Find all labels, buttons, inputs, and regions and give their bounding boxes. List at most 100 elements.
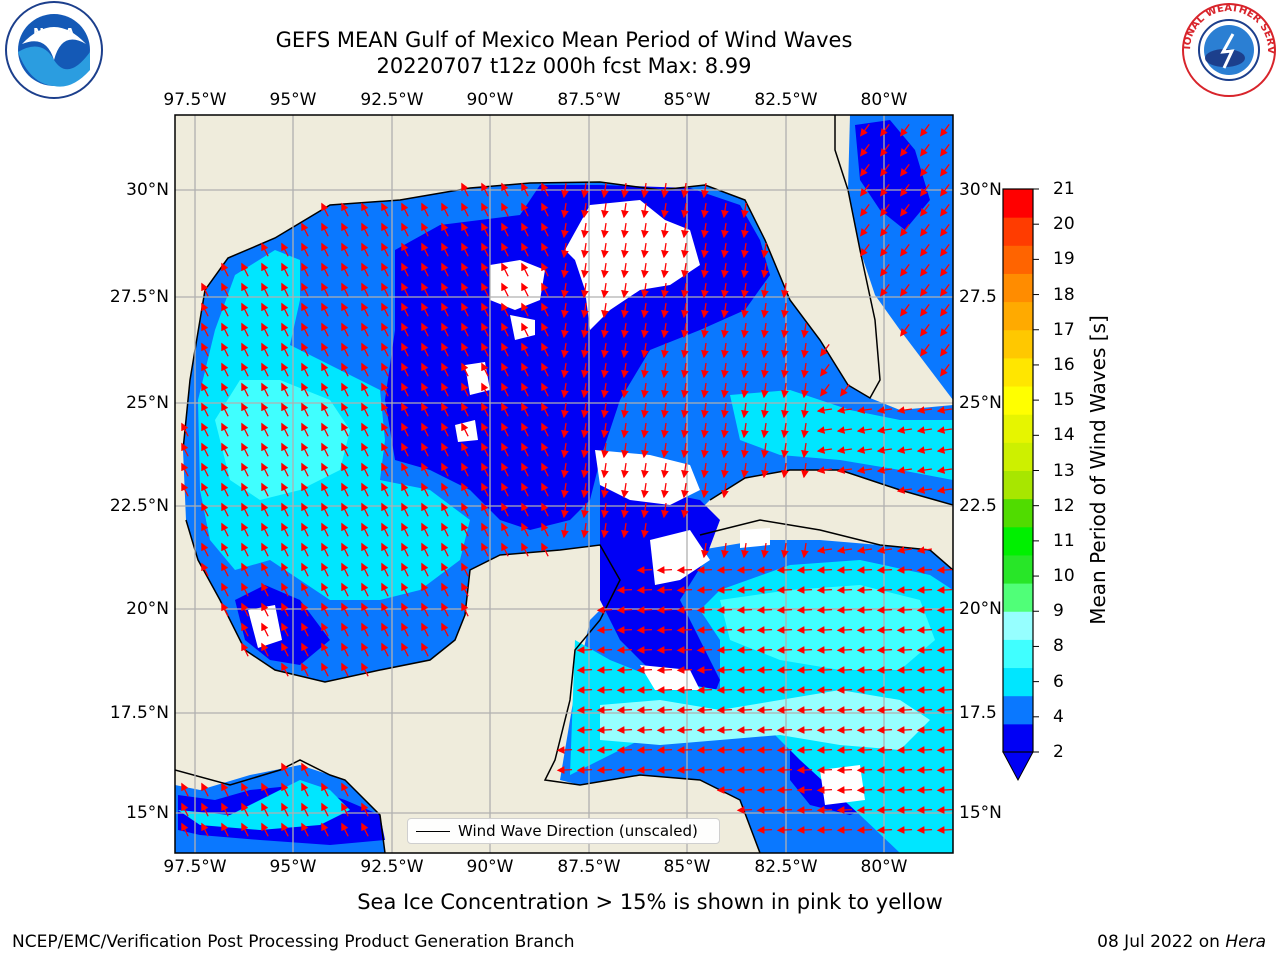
wind-wave-arrow [936,766,953,774]
wind-wave-arrow [920,344,930,357]
wind-wave-arrow [421,642,429,657]
wind-wave-arrow [381,422,389,437]
wind-wave-arrow [381,362,389,377]
wind-wave-arrow [916,566,933,574]
wind-wave-arrow [501,542,509,557]
wind-wave-arrow [900,324,910,337]
lon-label-bottom: 95°W [269,857,317,877]
wind-wave-arrow [681,422,689,439]
wind-wave-arrow [756,706,773,714]
wind-wave-arrows [181,124,953,837]
wind-wave-arrow [761,242,769,259]
wind-wave-arrow [341,382,349,397]
wind-wave-arrow [880,144,890,157]
wind-wave-arrow [221,402,229,417]
wind-wave-arrow [501,182,509,197]
wind-wave-arrow [221,482,229,497]
wind-wave-arrow [776,706,793,714]
wind-wave-arrow [776,646,793,654]
wind-wave-arrow [696,606,713,614]
wind-wave-arrow [481,442,489,457]
wind-wave-arrow [761,422,769,439]
wind-wave-arrow [521,262,529,277]
wind-wave-arrow [856,786,873,794]
wind-wave-arrow [756,786,773,794]
wind-wave-arrow [281,782,289,797]
wind-wave-arrow [636,686,653,694]
wind-wave-arrow [641,242,649,259]
wind-wave-arrow [401,382,409,397]
wind-wave-arrow [321,522,329,537]
wind-wave-arrow [421,202,429,217]
wind-wave-arrow [361,602,369,617]
wind-wave-arrow [916,746,933,754]
wind-wave-arrow [261,782,269,797]
wind-wave-arrow [581,482,589,499]
wind-wave-arrow [781,402,789,419]
wind-wave-arrow [641,342,649,359]
wind-wave-arrow [701,182,709,199]
wind-wave-arrow [616,746,633,754]
wind-wave-arrow [561,422,569,439]
wind-wave-arrow [521,482,529,497]
colorbar-tick-label: 15 [1053,390,1075,411]
wind-wave-arrow [636,726,653,734]
wind-wave-arrow [801,362,809,379]
wind-wave-arrow [521,442,529,457]
wind-wave-arrow [461,422,469,437]
wind-wave-arrow [721,462,729,479]
wind-wave-arrow [361,522,369,537]
wind-wave-arrow [361,622,369,637]
wind-wave-arrow [261,542,269,557]
wind-wave-arrow [636,626,653,634]
wind-wave-arrow [321,642,329,657]
wind-wave-arrow [201,422,209,437]
wind-wave-arrow [281,422,289,437]
wind-wave-arrow [541,542,549,557]
wind-wave-arrow [361,462,369,477]
wind-wave-arrow [281,762,289,777]
wind-wave-arrow [896,826,913,834]
wind-wave-arrow [820,344,830,357]
wind-wave-arrow [561,362,569,379]
wind-wave-arrow [856,806,873,814]
wind-wave-arrow [856,746,873,754]
wind-wave-arrow [441,542,449,557]
wind-wave-arrow [581,222,589,239]
wind-wave-arrow [596,746,613,754]
wind-wave-arrow [481,182,489,197]
wind-wave-arrow [736,586,753,594]
wind-wave-arrow [721,422,729,439]
wind-wave-arrow [341,822,349,837]
wind-wave-arrow [916,646,933,654]
wind-wave-arrow [836,746,853,754]
wind-wave-arrow [661,442,669,459]
lon-label-top: 95°W [269,90,317,110]
wind-wave-arrow [876,606,893,614]
wind-wave-arrow [576,706,593,714]
colorbar-tick-label: 8 [1053,636,1064,657]
wind-wave-arrow [481,262,489,277]
wind-wave-arrow [661,342,669,359]
wind-wave-arrow [761,282,769,299]
wind-wave-arrow [836,686,853,694]
wind-wave-arrow [721,482,729,499]
wind-wave-arrow [441,262,449,277]
wind-wave-arrow [836,546,853,554]
wind-wave-arrow [900,224,910,237]
wind-wave-arrow [736,646,753,654]
wind-wave-arrow [940,184,950,197]
wind-wave-arrow [920,264,930,277]
wind-wave-arrow [541,342,549,357]
wind-wave-arrow [261,382,269,397]
wind-wave-arrow [521,182,529,197]
wind-wave-arrow [241,522,249,537]
wind-wave-arrow [301,342,309,357]
wind-wave-arrow [581,322,589,339]
wind-wave-arrow [421,542,429,557]
colorbar-tick-label: 11 [1053,530,1075,551]
wind-wave-arrow [321,262,329,277]
wind-wave-arrow [361,202,369,217]
wind-wave-arrow [641,282,649,299]
wind-wave-arrow [756,746,773,754]
